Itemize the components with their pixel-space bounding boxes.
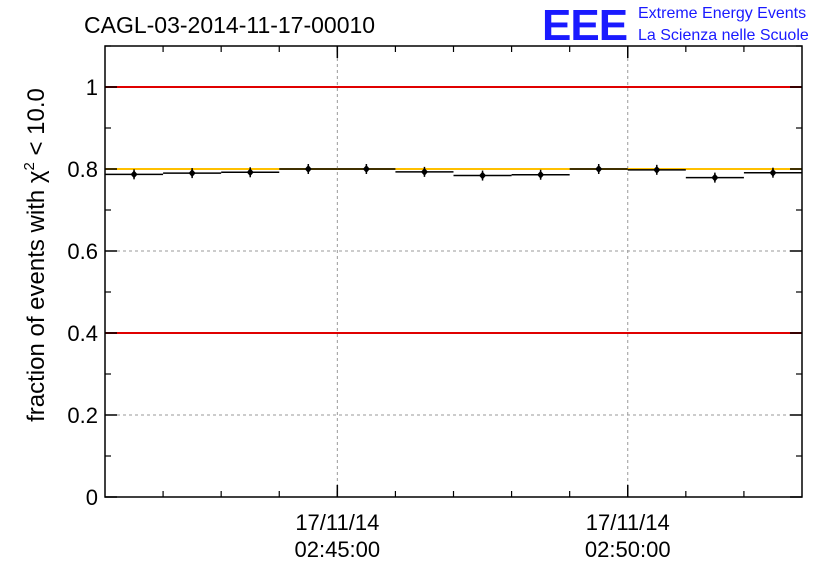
data-point xyxy=(130,170,138,179)
chart-title: CAGL-03-2014-11-17-00010 xyxy=(84,12,375,38)
data-point xyxy=(537,170,545,179)
y-axis-label: fraction of events with χ2 < 10.0 xyxy=(21,88,50,422)
data-point xyxy=(246,168,254,177)
axes: 00.20.40.60.8117/11/1402:45:0017/11/1402… xyxy=(67,45,803,562)
data-point xyxy=(711,173,719,182)
grid xyxy=(105,46,802,497)
y-tick-label: 0.8 xyxy=(67,157,98,182)
logo-mark: EEE xyxy=(542,1,627,50)
data-point xyxy=(479,171,487,180)
data-series xyxy=(105,164,802,183)
y-axis-label-suffix: < 10.0 xyxy=(23,88,50,162)
x-tick-date-label: 17/11/14 xyxy=(295,510,379,535)
y-tick-label: 0.6 xyxy=(67,239,98,264)
logo-line2: La Scienza nelle Scuole xyxy=(638,27,809,44)
data-point xyxy=(653,165,661,174)
y-tick-label: 0 xyxy=(86,485,98,510)
y-axis-label-superscript: 2 xyxy=(21,162,38,170)
x-tick-time-label: 02:45:00 xyxy=(295,537,381,562)
logo-line1: Extreme Energy Events xyxy=(638,5,806,22)
data-point xyxy=(420,167,428,176)
eee-logo: EEE Extreme Energy Events La Scienza nel… xyxy=(542,1,809,50)
y-axis-label-main: fraction of events with χ xyxy=(23,170,50,422)
data-point xyxy=(769,168,777,177)
y-tick-label: 0.2 xyxy=(67,403,98,428)
y-tick-label: 0.4 xyxy=(67,321,98,346)
y-tick-label: 1 xyxy=(86,75,98,100)
data-point xyxy=(362,165,370,173)
reference-lines xyxy=(105,86,802,334)
data-point xyxy=(304,165,312,173)
data-point xyxy=(595,165,603,173)
data-point xyxy=(188,169,196,178)
x-tick-date-label: 17/11/14 xyxy=(586,510,670,535)
x-tick-time-label: 02:50:00 xyxy=(585,537,671,562)
plot-frame xyxy=(104,45,803,498)
